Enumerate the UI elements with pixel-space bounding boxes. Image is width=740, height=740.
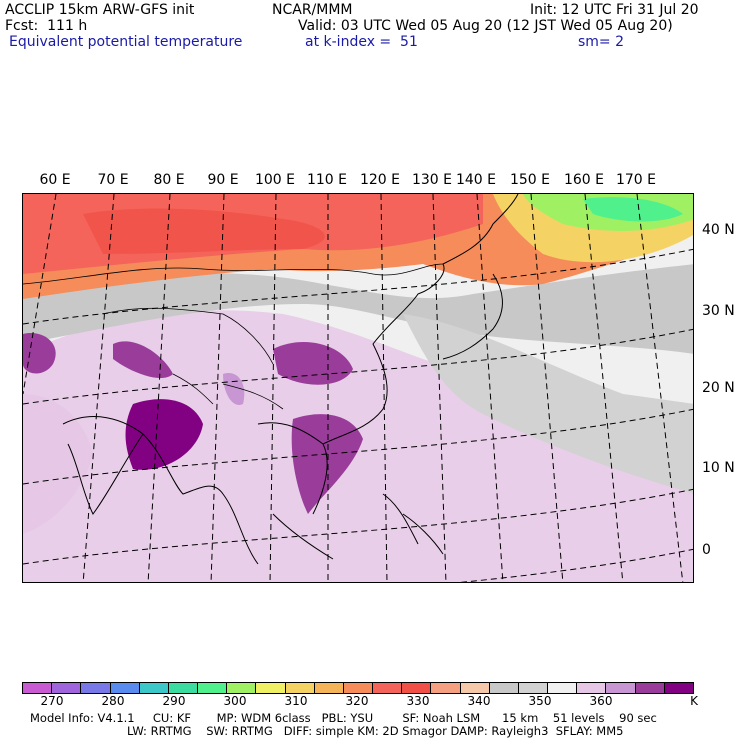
colorbar-swatch <box>402 683 432 693</box>
colorbar-tick: 340 <box>467 694 491 708</box>
lon-label: 120 E <box>359 172 401 188</box>
colorbar-swatch <box>256 683 286 693</box>
lat-lon-grid <box>23 194 693 582</box>
colorbar-swatch <box>227 683 257 693</box>
colorbar-tick: 330 <box>406 694 430 708</box>
lon-label: 100 E <box>254 172 296 188</box>
lavender-west <box>23 394 93 534</box>
colorbar-swatch <box>81 683 111 693</box>
field-name: Equivalent potential temperature <box>9 34 243 50</box>
colorbar-swatch <box>110 683 140 693</box>
lon-label: 140 E <box>455 172 497 188</box>
colorbar-tick: 360 <box>589 694 613 708</box>
valid-time: Valid: 03 UTC Wed 05 Aug 20 (12 JST Wed … <box>298 18 673 34</box>
colorbar-swatch <box>314 683 344 693</box>
coastlines <box>62 194 519 565</box>
deep-red-patch <box>83 208 325 254</box>
colorbar-tick: 350 <box>528 694 552 708</box>
colorbar-swatch <box>23 683 53 693</box>
colorbar-swatch <box>139 683 169 693</box>
map-panel <box>22 193 694 583</box>
colorbar-swatch <box>343 683 374 693</box>
map-canvas <box>23 194 693 582</box>
colorbar-tick: 310 <box>284 694 308 708</box>
lon-label: 60 E <box>39 172 71 188</box>
model-title: ACCLIP 15km ARW-GFS init <box>5 2 195 18</box>
model-info-line1: Model Info: V4.1.1 CU: KF MP: WDM 6class… <box>30 711 657 725</box>
colorbar-swatch <box>52 683 82 693</box>
lon-label: 90 E <box>207 172 239 188</box>
colorbar-swatch <box>635 683 665 693</box>
lat-label: 40 N <box>702 222 735 238</box>
colorbar-swatch <box>431 683 461 693</box>
colorbar-swatch <box>373 683 403 693</box>
model-info-line2: LW: RRTMG SW: RRTMG DIFF: simple KM: 2D … <box>127 724 624 738</box>
lat-label: 20 N <box>702 380 735 396</box>
colorbar-tick: 290 <box>162 694 186 708</box>
organization-label: NCAR/MMM <box>272 2 353 18</box>
colorbar-swatch <box>548 683 578 693</box>
lon-label: 150 E <box>509 172 551 188</box>
colorbar-swatch <box>460 683 490 693</box>
lat-label: 0 <box>702 542 711 558</box>
colorbar-swatch <box>489 683 519 693</box>
lon-label: 70 E <box>97 172 129 188</box>
init-time: Init: 12 UTC Fri 31 Jul 20 <box>530 2 699 18</box>
forecast-hour: Fcst: 111 h <box>5 18 88 34</box>
colorbar-tick: 320 <box>345 694 369 708</box>
lon-label: 80 E <box>153 172 185 188</box>
colorbar-swatch <box>198 683 228 693</box>
green-patch <box>583 197 683 222</box>
borders <box>23 263 444 410</box>
lat-label: 10 N <box>702 460 735 476</box>
purple-patch <box>113 341 173 379</box>
lat-label: 30 N <box>702 303 735 319</box>
violet-patch <box>223 373 245 405</box>
k-index-label: at k-index = 51 <box>305 34 418 50</box>
colorbar <box>22 682 694 694</box>
colorbar-tick: 300 <box>223 694 247 708</box>
colorbar-swatch <box>168 683 199 693</box>
smoothing-label: sm= 2 <box>578 34 625 50</box>
dark-purple-patch <box>125 399 203 470</box>
lon-label: 130 E <box>411 172 453 188</box>
colorbar-unit: K <box>690 694 698 708</box>
lon-label: 160 E <box>563 172 605 188</box>
colorbar-swatch <box>606 683 636 693</box>
colorbar-swatch <box>664 683 693 693</box>
lon-label: 110 E <box>306 172 348 188</box>
colorbar-swatch <box>577 683 607 693</box>
colorbar-tick: 270 <box>40 694 64 708</box>
colorbar-tick: 280 <box>101 694 125 708</box>
lon-label: 170 E <box>615 172 657 188</box>
colorbar-swatch <box>285 683 315 693</box>
colorbar-swatch <box>518 683 549 693</box>
grey-band <box>23 264 693 354</box>
